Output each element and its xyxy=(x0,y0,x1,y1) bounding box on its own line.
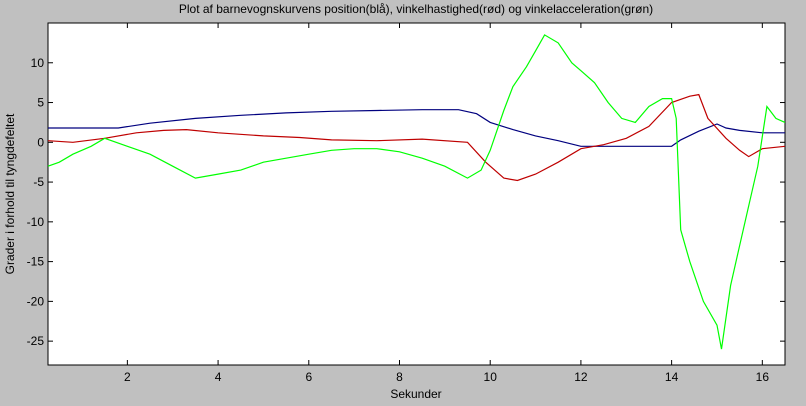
series-line-0 xyxy=(48,109,785,147)
x-tick-label: 14 xyxy=(665,370,679,384)
x-tick-label: 4 xyxy=(215,370,222,384)
y-tick-label: -25 xyxy=(27,334,45,348)
y-tick-label: -5 xyxy=(33,175,44,189)
series-layer xyxy=(47,34,786,350)
y-tick-label: -15 xyxy=(27,255,45,269)
series-line-2 xyxy=(47,34,786,350)
chart-title: Plot af barnevognskurvens position(blå),… xyxy=(179,2,653,16)
x-tick-label: 10 xyxy=(484,370,498,384)
plot-area xyxy=(47,22,786,366)
series-line-1 xyxy=(47,93,786,182)
tick-layer: 2 4 6 8 10 12 14 16 10 5 0 -5 -10 -15 -20 -25 xyxy=(27,23,785,384)
x-tick-label: 6 xyxy=(305,370,312,384)
x-tick-label: 8 xyxy=(396,370,403,384)
y-tick-label: 10 xyxy=(31,56,45,70)
y-tick-label: 5 xyxy=(37,96,44,110)
y-tick-label: -10 xyxy=(27,215,45,229)
y-axis-label: Grader i forhold til tyngdefeltet xyxy=(3,113,17,274)
x-tick-label: 2 xyxy=(124,370,131,384)
y-tick-label: -20 xyxy=(27,294,45,308)
x-tick-label: 12 xyxy=(574,370,588,384)
x-axis-label: Sekunder xyxy=(390,387,441,401)
x-tick-label: 16 xyxy=(756,370,770,384)
y-tick-label: 0 xyxy=(37,135,44,149)
